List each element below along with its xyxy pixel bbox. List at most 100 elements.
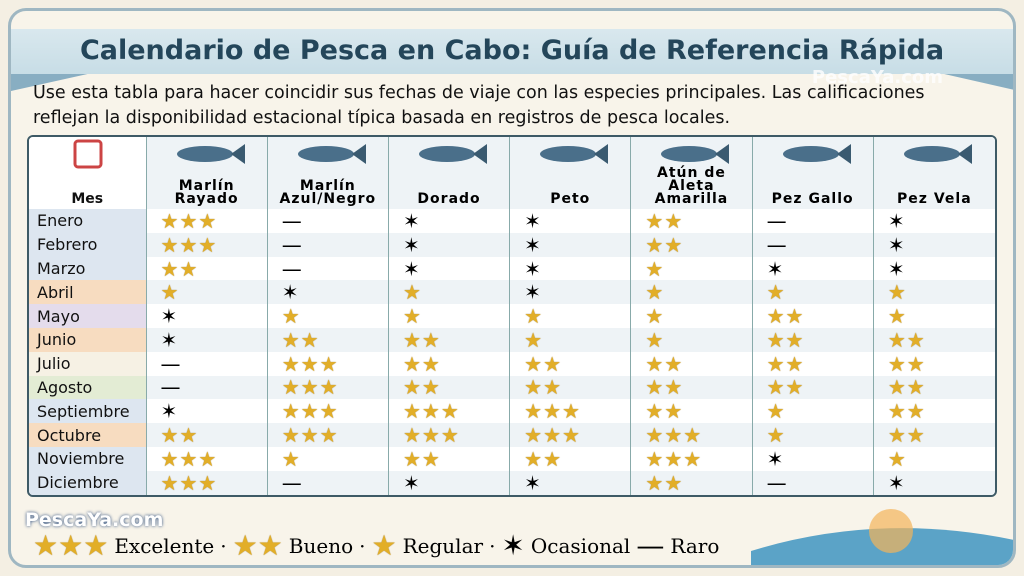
month: Noviembre [29, 446, 147, 471]
rating: ★★ [873, 328, 995, 352]
table-row: Octubre ★★ ★★★ ★★★ ★★★ ★★★ ★ ★★ [29, 423, 995, 447]
icon [73, 139, 103, 169]
icon [661, 144, 730, 164]
rating: ✶ [147, 304, 268, 328]
rating: ★★ [873, 375, 995, 399]
title: Calendario de Pesca en Cabo: Guía de Ref… [11, 29, 1013, 74]
rating: ★★★ [268, 352, 389, 376]
rating: ✶ [873, 471, 995, 495]
column-header: Atún de Aleta Amarilla [631, 137, 753, 209]
rating: ★★ [388, 328, 511, 352]
month: Octubre [29, 423, 147, 447]
month: Agosto [29, 375, 147, 400]
column-header: Pez Gallo [752, 137, 874, 209]
rating: ★ [752, 280, 874, 304]
rating: ★ [753, 399, 874, 423]
rating: ★ [631, 328, 753, 352]
column-label: Peto [550, 191, 591, 207]
rating: ★★ [631, 399, 753, 423]
rating: — [267, 233, 389, 257]
legend-symbol: ★ [371, 529, 397, 562]
watermark: PescaYa.com [811, 67, 943, 88]
table-row: Abril ★ ✶ ★ ✶ ★ ★ ★ [29, 280, 995, 304]
rating: ✶ [146, 328, 268, 352]
rating: ★ [631, 304, 753, 328]
column-label: Dorado [417, 191, 481, 207]
rating: ★★ [631, 233, 753, 257]
rating: ★★★ [146, 471, 268, 495]
rating: ★★ [510, 447, 632, 471]
column-header: Marlín Rayado [146, 137, 268, 209]
rating: ★★ [753, 352, 874, 376]
rating: ★★ [631, 471, 753, 495]
rating: ★★ [887, 351, 926, 376]
separator: · [489, 533, 496, 558]
rating: ★★ [510, 375, 632, 399]
rating: ✶ [510, 209, 632, 233]
rating: ✶ [753, 257, 874, 281]
rating: ★★ [267, 328, 389, 352]
rating: ★★ [631, 352, 753, 376]
month: Julio [29, 351, 147, 376]
icon [540, 144, 609, 164]
rating: ✶ [388, 471, 511, 495]
rating: ★★ [631, 375, 753, 399]
rating: ★★ [631, 209, 753, 233]
table-row: Enero ★★★ — ✶ ✶ ★★ — ✶ [29, 209, 995, 233]
rating: ★★★ [631, 423, 753, 447]
table-row: Diciembre ★★★ — ✶ ✶ ★★ — ✶ [29, 471, 995, 495]
rating: ★★ [887, 399, 926, 424]
column-label: Pez Vela [897, 191, 972, 207]
table-row: Noviembre ★★★ ★ ★★ ★★ ★★★ ✶ ★ [29, 447, 995, 471]
icon [297, 144, 366, 164]
column-label: Mes [71, 191, 104, 207]
month: Junio [29, 327, 147, 352]
rating: — [267, 471, 389, 495]
legend: ★★★ Excelente · ★★ Bueno · ★ Regular · ✶ Ocasional… [33, 529, 719, 562]
column-header: Peto [510, 137, 632, 209]
legend-symbol: — [636, 529, 665, 562]
header-row: Mes Marlín Rayado Marlín Azul/Negro Dorado P… [29, 137, 995, 209]
rating: ★★★ [267, 423, 389, 447]
rating: ★ [510, 304, 632, 328]
legend-label: Excelente [114, 533, 215, 558]
rating: — [268, 209, 389, 233]
legend-symbol: ★★★ [33, 529, 109, 562]
rating: ✶ [887, 256, 906, 281]
rating: ★ [887, 446, 907, 471]
table-row: Julio — ★★★ ★★ ★★ ★★ ★★ ★★ [29, 352, 995, 376]
legend-symbol: ✶ [501, 529, 525, 562]
rating: ★★ [388, 375, 511, 399]
rating: ✶ [267, 280, 389, 304]
rating: ★ [389, 304, 511, 328]
month: Diciembre [29, 470, 147, 495]
table-row: Mayo ✶ ★ ★ ★ ★ ★★ ★ [29, 304, 995, 328]
rating: ★ [887, 304, 907, 329]
rating: — [752, 471, 874, 495]
rating: ✶ [389, 257, 511, 281]
icon [176, 144, 245, 164]
table-row: Febrero ★★★ — ✶ ✶ ★★ — ✶ [29, 233, 995, 257]
rating: ★★★ [147, 447, 268, 471]
legend-label: Raro [670, 533, 720, 558]
rating: ✶ [510, 257, 632, 281]
rating: — [268, 257, 389, 281]
rating: ✶ [887, 208, 906, 233]
rating: ✶ [873, 233, 995, 257]
icon [904, 144, 973, 164]
table-row: Septiembre ✶ ★★★ ★★★ ★★★ ★★ ★ ★★ [29, 399, 995, 423]
table-row: Junio ✶ ★★ ★★ ★ ★ ★★ ★★ [29, 328, 995, 352]
rating: ★ [268, 304, 389, 328]
rating: — [146, 375, 268, 399]
rating: — [147, 352, 268, 376]
column-header: Pez Vela [873, 137, 995, 209]
rating: ★★★ [631, 447, 753, 471]
column-header: Dorado [388, 137, 511, 209]
month: Febrero [29, 232, 147, 257]
rating: ★★★ [510, 423, 632, 447]
rating: ✶ [510, 280, 632, 304]
rating: ★★★ [510, 399, 632, 423]
rating: ★ [510, 328, 632, 352]
rating: ★★★ [268, 399, 389, 423]
rating: ✶ [510, 471, 632, 495]
